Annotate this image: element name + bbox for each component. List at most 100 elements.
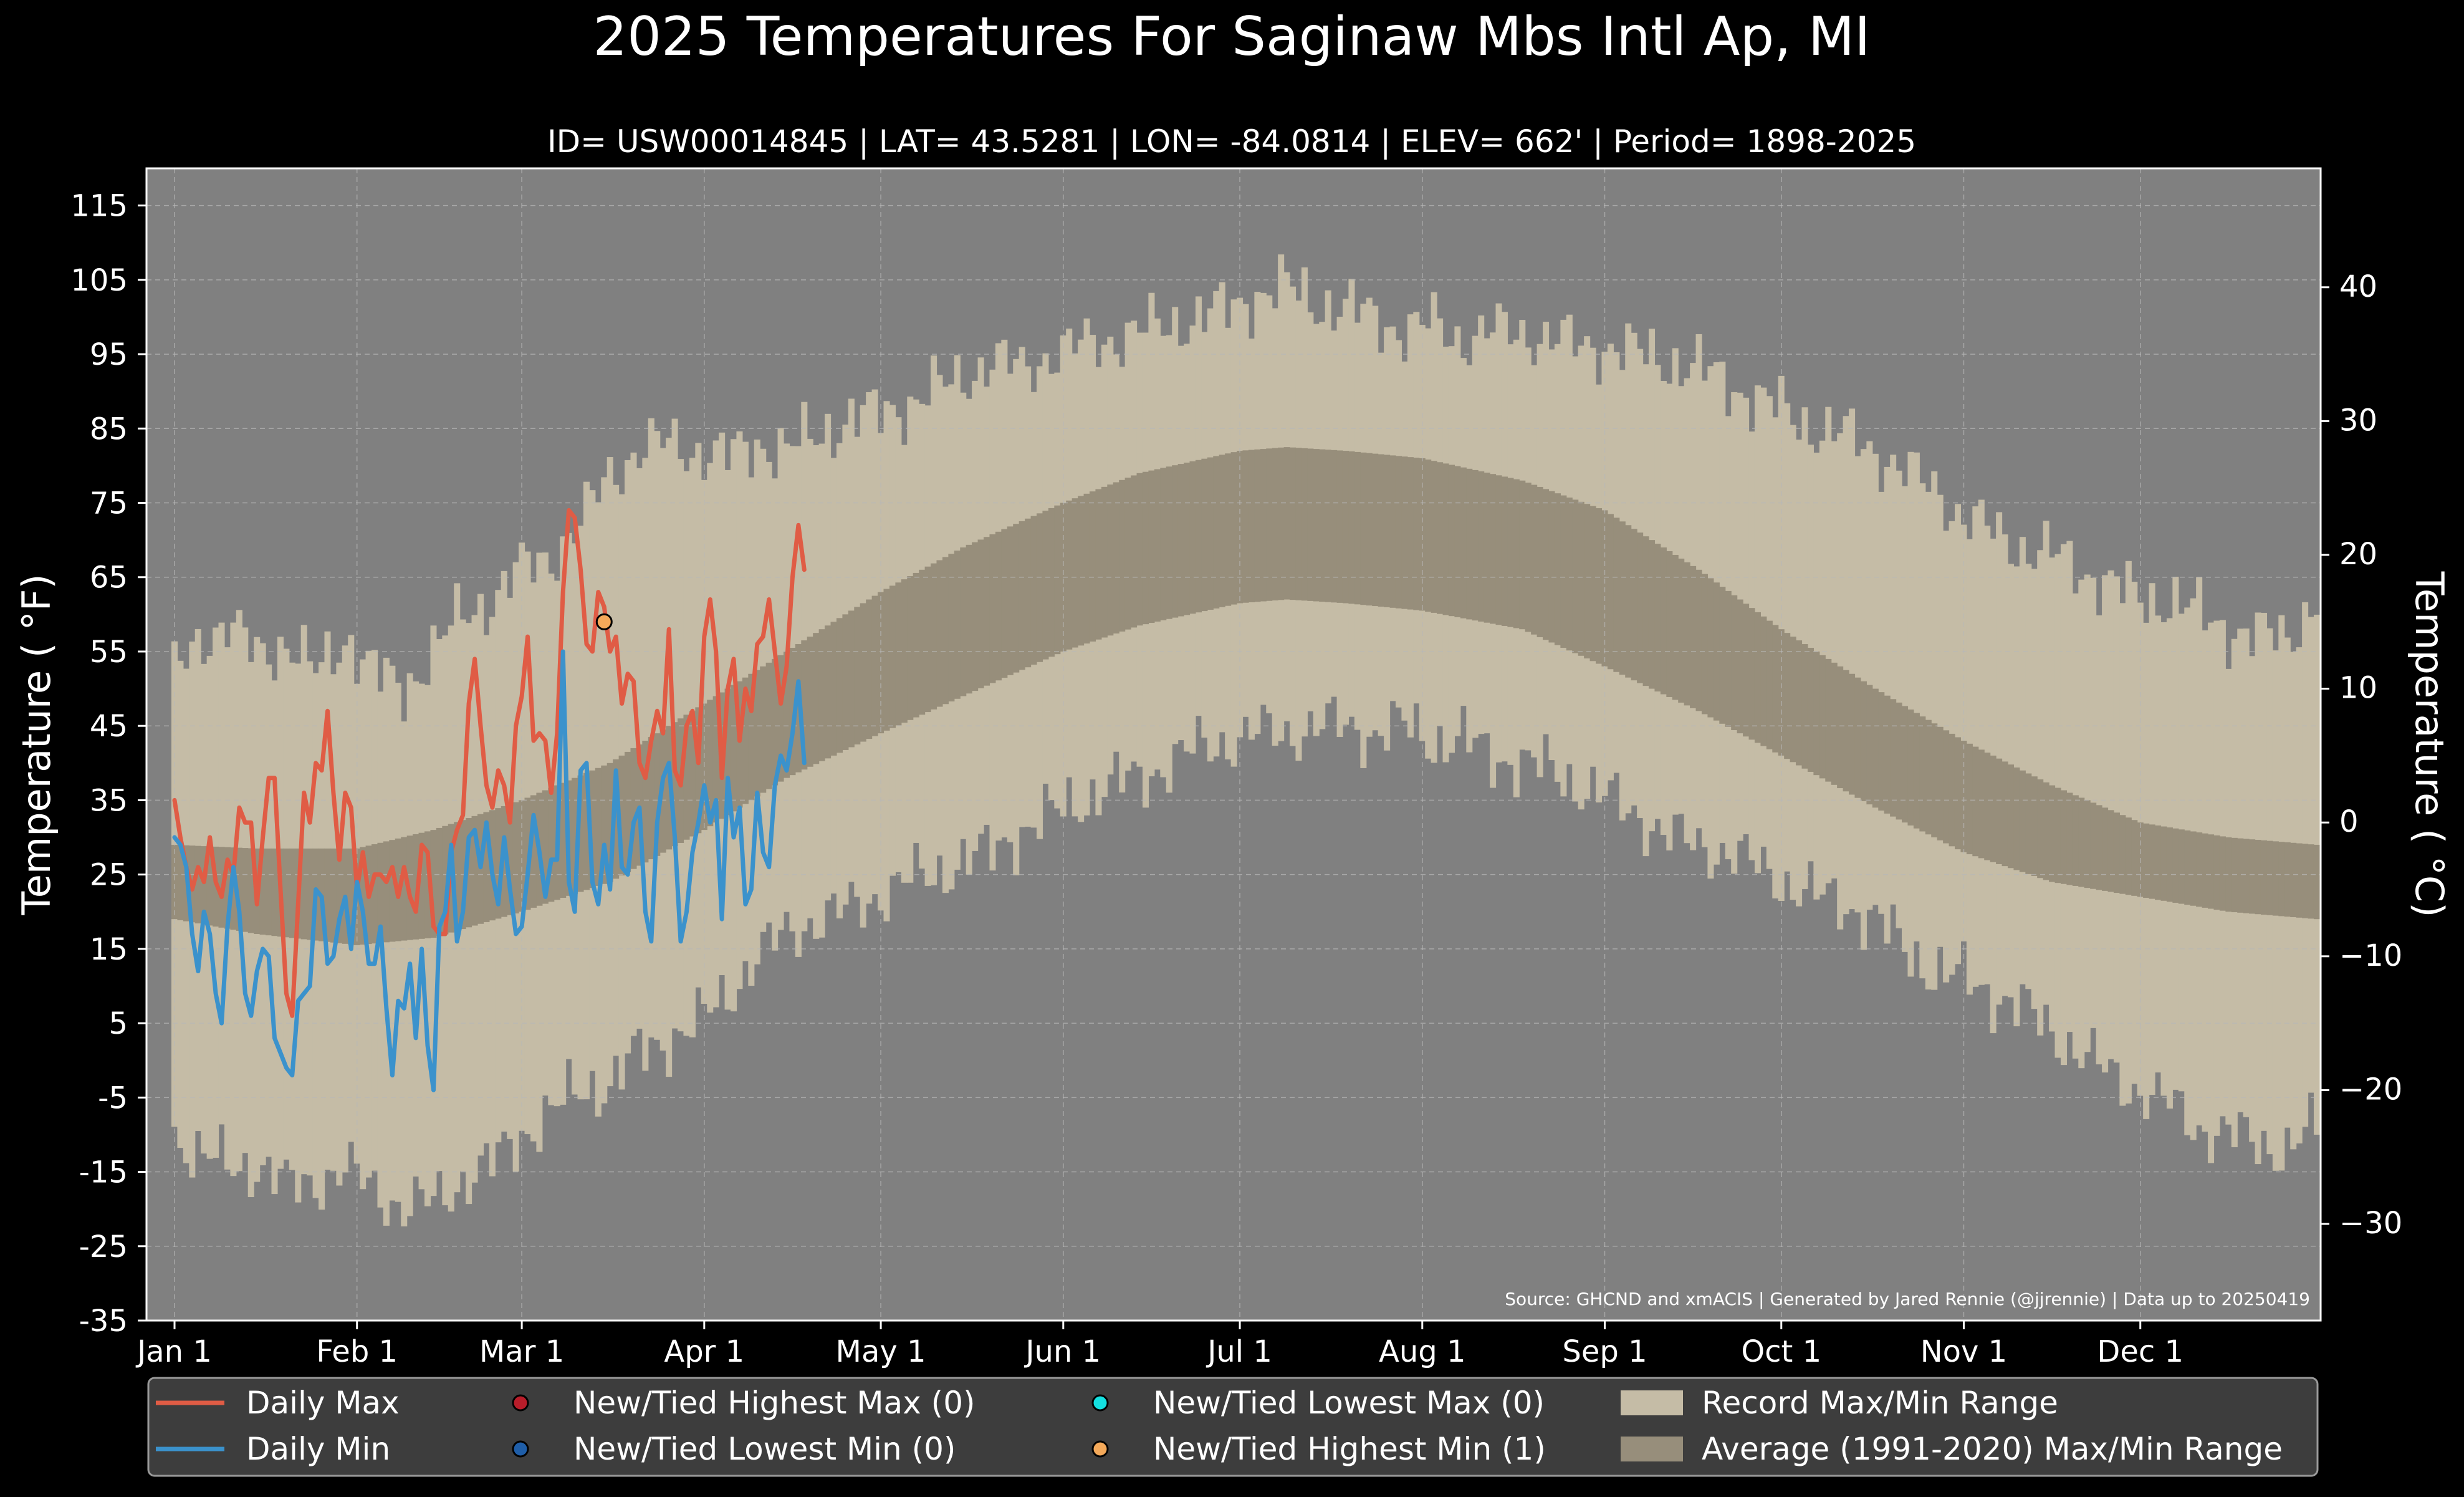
y-axis-left: 115 105 95 85 75 65 55 45 35 25 15 5 -5 -15 -25 -35: [70, 189, 146, 1339]
average-range-bar: [1177, 464, 1184, 617]
chart-title: 2025 Temperatures For Saginaw Mbs Intl A…: [593, 6, 1871, 68]
average-range-bar: [595, 768, 602, 886]
average-range-bar: [507, 804, 514, 915]
average-range-bar: [695, 707, 702, 834]
average-range-bar: [348, 848, 355, 945]
average-range-bar: [560, 782, 567, 898]
x-tick-label: Oct 1: [1741, 1334, 1821, 1369]
average-range-bar: [1843, 670, 1849, 792]
average-range-bar: [1760, 616, 1767, 746]
average-range-bar: [1325, 450, 1331, 602]
legend-box: [147, 1377, 2319, 1477]
average-range-bar: [907, 576, 914, 720]
average-range-bar: [1448, 465, 1455, 617]
average-range-bar: [642, 741, 649, 863]
y-axis-left-label: Temperature ( °F): [14, 574, 59, 915]
average-range-bar: [1754, 612, 1762, 743]
average-range-bar: [483, 812, 490, 922]
average-range-bar: [383, 841, 390, 943]
series-line-daily-max: [172, 508, 807, 1018]
record-range-bar: [630, 452, 637, 1036]
average-range-bar: [1872, 688, 1879, 808]
average-range-bar: [801, 640, 808, 770]
average-range-bar: [1484, 473, 1490, 623]
average-range-bar: [1878, 692, 1885, 811]
average-range-bar: [495, 808, 502, 919]
average-range-bar: [1543, 489, 1550, 640]
average-range-bar: [530, 795, 537, 908]
average-range-bar: [1548, 491, 1555, 643]
average-range-bar: [1348, 451, 1355, 604]
average-range-bar: [300, 848, 307, 940]
x-tick-label: Nov 1: [1920, 1334, 2007, 1369]
average-range-bar: [1796, 640, 1803, 766]
y-tick-label-right: 0: [2339, 804, 2359, 839]
average-range-bar: [1154, 469, 1161, 622]
average-range-bar: [842, 614, 849, 750]
average-range-bar: [2013, 767, 2020, 870]
average-range-bar: [1389, 455, 1396, 608]
average-range-bar: [1366, 453, 1373, 606]
average-range-bar: [606, 763, 613, 882]
average-range-bar: [1613, 517, 1620, 672]
average-range-bar: [1242, 450, 1249, 603]
average-range-bar: [860, 603, 866, 742]
average-range-bar: [960, 547, 967, 696]
plot-frame: [145, 167, 2322, 1322]
y-tick-label-left: -35: [79, 1304, 128, 1339]
average-range-bar: [1360, 452, 1367, 605]
x-tick-label: Jun 1: [1023, 1334, 1101, 1369]
average-range-bar: [789, 648, 796, 776]
x-tick-label: Sep 1: [1562, 1334, 1647, 1369]
y-tick-label-left: 5: [108, 1006, 128, 1041]
average-range-bar: [854, 607, 861, 744]
average-range-bar: [466, 818, 472, 928]
record-range-bar: [1896, 470, 1902, 928]
y-tick-label-left: 25: [90, 858, 128, 893]
average-range-bar: [2249, 839, 2256, 914]
average-range-bar: [1225, 453, 1232, 606]
legend-label-new_high_max: New/Tied Highest Max (0): [573, 1385, 976, 1421]
average-range-bar: [1013, 524, 1020, 673]
average-range-bar: [1395, 456, 1402, 609]
legend-swatch-avg_range: [1621, 1437, 1683, 1461]
average-range-bar: [2143, 823, 2150, 898]
average-range-bar: [883, 589, 890, 731]
average-range-bar: [1101, 486, 1108, 638]
average-range-bar: [613, 759, 620, 879]
average-range-bar: [1313, 449, 1320, 602]
average-range-bar: [895, 582, 902, 726]
average-range-bar: [1501, 476, 1508, 626]
average-range-bar: [889, 585, 896, 728]
average-range-bar: [377, 842, 384, 943]
average-range-bar: [707, 700, 714, 827]
average-range-bar: [2208, 834, 2215, 909]
average-range-bar: [2066, 792, 2073, 885]
record-range-bar: [406, 673, 413, 1216]
average-range-bar: [1954, 737, 1962, 850]
average-range-bar: [1413, 458, 1420, 610]
average-range-bar: [1637, 532, 1644, 683]
average-range-bar: [1437, 462, 1444, 614]
average-range-bar: [2107, 810, 2114, 892]
average-range-bar: [1707, 578, 1714, 718]
average-range-bar: [1743, 604, 1750, 737]
average-range-bar: [1678, 558, 1685, 703]
record-markers: [595, 613, 613, 630]
average-range-bar: [1083, 493, 1090, 644]
average-range-bar: [913, 572, 919, 718]
average-range-bar: [1148, 470, 1155, 623]
plot-area: Source: GHCND and xmACIS | Generated by …: [145, 167, 2322, 1322]
average-range-bar: [1966, 743, 1973, 855]
average-range-bar: [1219, 455, 1225, 607]
average-range-bar: [648, 737, 654, 860]
average-range-bar: [1866, 685, 1873, 805]
average-range-bar: [1189, 461, 1196, 614]
average-range-bar: [1089, 491, 1096, 642]
average-range-bar: [1996, 758, 2003, 864]
record-range-bar: [1843, 416, 1849, 915]
average-range-bar: [194, 845, 201, 923]
average-range-bar: [201, 846, 208, 925]
average-range-bar: [1378, 454, 1384, 607]
